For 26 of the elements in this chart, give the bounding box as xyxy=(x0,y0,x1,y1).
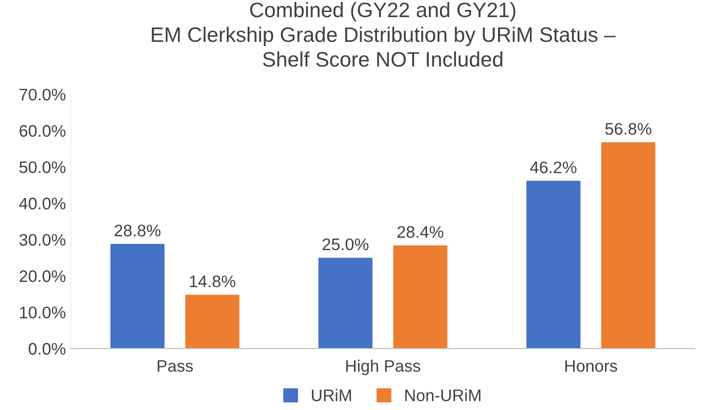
y-tick-label: 30.0% xyxy=(19,234,66,246)
bar xyxy=(393,245,448,348)
data-label: 56.8% xyxy=(605,122,652,135)
y-tick-label: 50.0% xyxy=(19,161,66,174)
bar xyxy=(318,258,372,348)
y-tick-label: 10.0% xyxy=(20,306,66,318)
x-tick-label: High Pass xyxy=(346,360,420,376)
bar xyxy=(110,244,164,348)
data-label: 46.2% xyxy=(530,161,576,174)
bar xyxy=(601,142,656,348)
bar xyxy=(185,294,240,348)
y-tick-label: 40.0% xyxy=(19,198,66,210)
y-tick-label: 0.0% xyxy=(28,342,66,355)
data-label: 28.4% xyxy=(398,226,444,238)
y-tick-label: 70.0% xyxy=(20,88,66,101)
chart-title: Combined (GY22 and GY21) EM Clerkship Grade Distribution by URiM Status – Shelf Score NOT Included xyxy=(152,2,616,67)
x-tick-label: Pass xyxy=(158,360,193,372)
legend-label: URiM xyxy=(312,389,351,402)
bar xyxy=(526,180,580,348)
y-tick-label: 60.0% xyxy=(20,125,66,137)
data-label: 25.0% xyxy=(322,238,368,250)
y-tick-label: 20.0% xyxy=(20,270,66,282)
x-tick-label: Honors xyxy=(565,360,618,372)
data-label: 28.8% xyxy=(114,224,160,236)
data-label: 14.8% xyxy=(190,275,236,288)
legend-label: Non-URiM xyxy=(405,389,480,402)
